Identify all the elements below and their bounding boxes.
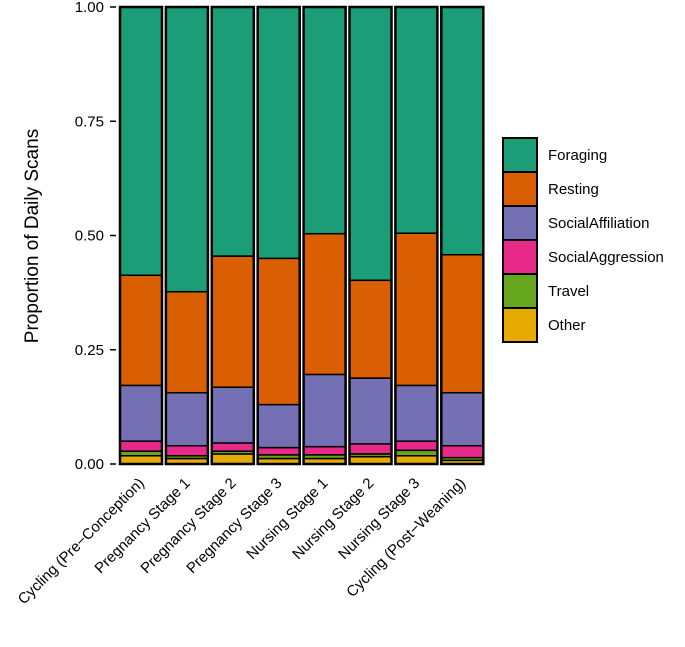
bar-resting-pregnancy-stage-2 [211, 255, 255, 388]
legend: Foraging Resting SocialAffiliation SocialAg… [502, 137, 664, 343]
bar-socialaffiliation-pregnancy-stage-2 [211, 386, 255, 444]
legend-swatch-resting [502, 171, 538, 207]
bar-socialaggression-cycling-post-weaning [440, 444, 485, 459]
bar-foraging-cycling-post-weaning [440, 6, 485, 256]
legend-swatch-socialaffiliation [502, 205, 538, 241]
bar-socialaffiliation-nursing-stage-2 [348, 377, 393, 445]
bar-outline [348, 5, 393, 466]
bar-resting-pregnancy-stage-1 [165, 290, 209, 394]
legend-swatch-travel [502, 273, 538, 309]
bar-outline [440, 5, 485, 466]
y-tick-label: 0.25 [75, 342, 104, 359]
x-axis: Cycling (Pre−Conception)Pregnancy Stage … [15, 475, 469, 608]
bar-resting-cycling-post-weaning [440, 253, 485, 394]
bar-resting-nursing-stage-2 [348, 279, 393, 379]
bar-outline [164, 5, 210, 466]
x-tick-label: Nursing Stage 2 [289, 475, 377, 563]
bar-foraging-nursing-stage-2 [348, 6, 393, 282]
bar-stack-cycling-pre-conception [118, 5, 164, 466]
bar-socialaffiliation-nursing-stage-3 [394, 384, 439, 442]
bar-socialaffiliation-cycling-pre-conception [119, 384, 163, 442]
bar-stack-pregnancy-stage-2 [210, 5, 256, 466]
y-axis-title: Proportion of Daily Scans [22, 129, 43, 343]
legend-label-travel: Travel [548, 283, 589, 300]
bar-foraging-pregnancy-stage-2 [211, 6, 255, 257]
x-tick-label: Nursing Stage 1 [243, 475, 331, 563]
legend-label-resting: Resting [548, 181, 599, 198]
bar-stack-pregnancy-stage-1 [164, 5, 210, 466]
legend-label-socialaffiliation: SocialAffiliation [548, 215, 649, 232]
bar-stack-nursing-stage-1 [302, 5, 347, 466]
legend-label-other: Other [548, 317, 586, 334]
bar-socialaffiliation-pregnancy-stage-3 [256, 403, 301, 449]
bar-socialaggression-pregnancy-stage-3 [256, 446, 301, 456]
bar-outline [302, 5, 347, 466]
bar-stack-pregnancy-stage-3 [256, 5, 301, 466]
legend-swatch-foraging [502, 137, 538, 173]
bar-resting-nursing-stage-1 [302, 232, 347, 376]
bar-other-pregnancy-stage-2 [211, 453, 255, 465]
bar-foraging-cycling-pre-conception [119, 6, 163, 277]
bar-outline [118, 5, 164, 466]
legend-label-socialaggression: SocialAggression [548, 249, 664, 266]
bar-socialaggression-pregnancy-stage-1 [165, 444, 209, 457]
y-tick-label: 0.00 [75, 456, 104, 473]
bar-resting-pregnancy-stage-3 [256, 257, 301, 406]
bar-foraging-nursing-stage-1 [302, 6, 347, 235]
bar-travel-nursing-stage-3 [394, 449, 439, 457]
bar-socialaffiliation-cycling-post-weaning [440, 391, 485, 447]
bar-outline [256, 5, 301, 466]
bar-foraging-pregnancy-stage-3 [256, 6, 301, 260]
y-tick-label: 0.50 [75, 228, 104, 245]
bar-stack-nursing-stage-3 [394, 5, 439, 466]
bar-socialaggression-nursing-stage-2 [348, 443, 393, 455]
bar-resting-cycling-pre-conception [119, 274, 163, 387]
bar-outline [210, 5, 256, 466]
y-tick-label: 0.75 [75, 113, 104, 130]
x-tick-label: Nursing Stage 3 [335, 475, 423, 563]
bar-socialaffiliation-nursing-stage-1 [302, 373, 347, 448]
bar-socialaffiliation-pregnancy-stage-1 [165, 391, 209, 447]
bar-resting-nursing-stage-3 [394, 232, 439, 387]
bar-foraging-pregnancy-stage-1 [165, 6, 209, 293]
bar-outline [394, 5, 439, 466]
y-axis: 0.00 0.25 0.50 0.75 1.00 [75, 0, 116, 473]
bar-socialaggression-cycling-pre-conception [119, 440, 163, 452]
legend-label-foraging: Foraging [548, 147, 607, 164]
bar-socialaggression-pregnancy-stage-2 [211, 442, 255, 452]
y-tick-label: 1.00 [75, 0, 104, 16]
bars-group [118, 5, 485, 466]
legend-swatch-socialaggression [502, 239, 538, 275]
bar-socialaggression-nursing-stage-1 [302, 445, 347, 456]
bar-socialaggression-nursing-stage-3 [394, 440, 439, 452]
bar-stack-cycling-post-weaning [440, 5, 485, 466]
legend-swatch-other [502, 307, 538, 343]
bar-stack-nursing-stage-2 [348, 5, 393, 466]
bar-foraging-nursing-stage-3 [394, 6, 439, 234]
